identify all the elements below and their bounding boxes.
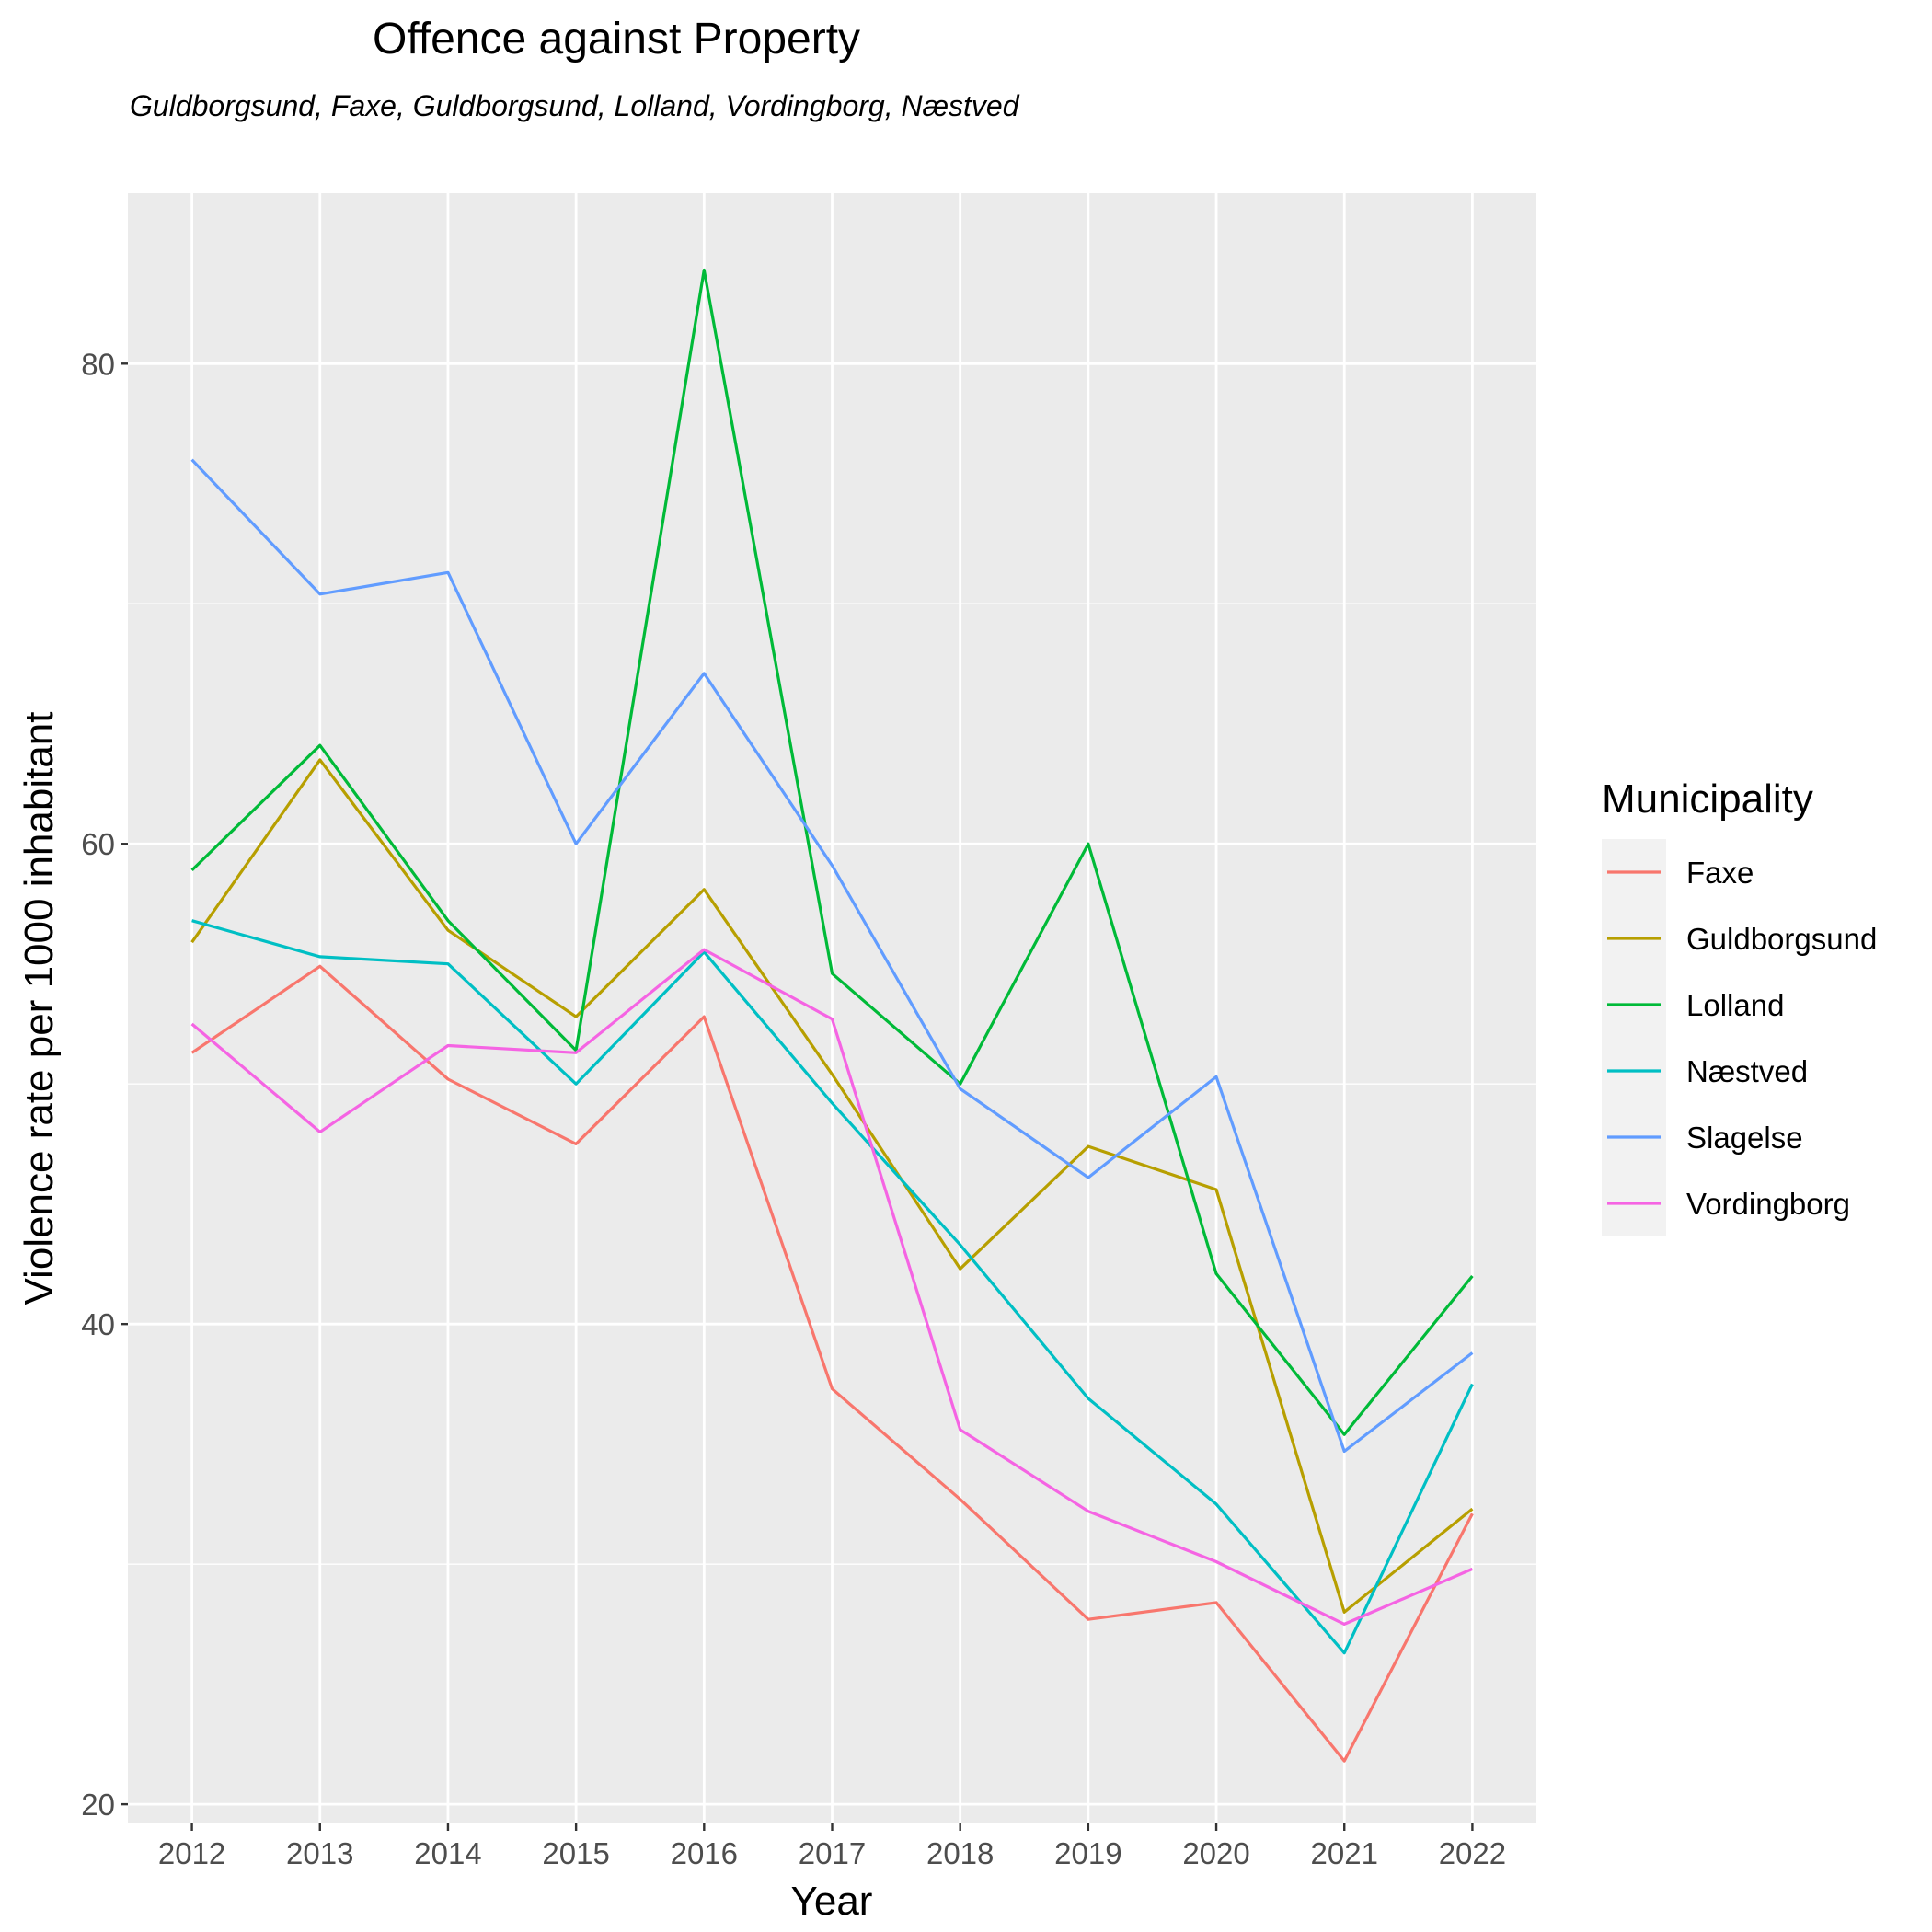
y-tick-label: 40 [81, 1307, 115, 1341]
x-tick-label: 2014 [414, 1836, 481, 1870]
x-tick-label: 2018 [926, 1836, 994, 1870]
legend-label-guldborgsund: Guldborgsund [1686, 922, 1877, 956]
legend-label-faxe: Faxe [1686, 856, 1754, 890]
legend-label-vordingborg: Vordingborg [1686, 1187, 1850, 1221]
series-line-n-stved [191, 919, 1474, 1655]
y-axis-title: Violence rate per 1000 inhabitant [17, 711, 62, 1305]
series-line-lolland [190, 268, 1474, 1436]
x-tick-label: 2013 [286, 1836, 353, 1870]
x-tick-label: 2019 [1054, 1836, 1121, 1870]
x-axis: 2012 2013 2014 2015 2016 2017 2018 2019 2020 2021… [158, 1823, 1506, 1870]
major-grid [128, 193, 1536, 1823]
series-line-vordingborg [190, 948, 1474, 1627]
x-tick-label: 2021 [1311, 1836, 1378, 1870]
x-tick-label: 2022 [1439, 1836, 1506, 1870]
series-line-slagelse [190, 458, 1474, 1454]
chart-title: Offence against Property [373, 15, 860, 63]
series-line-faxe [190, 964, 1474, 1763]
x-tick-label: 2015 [542, 1836, 609, 1870]
x-axis-title: Year [791, 1879, 873, 1924]
legend-title: Municipality [1602, 776, 1813, 822]
series-lines [190, 268, 1474, 1763]
legend-label-lolland: Lolland [1686, 988, 1784, 1022]
legend-items: Faxe Guldborgsund Lolland Næstved Slagelse Vo… [1607, 856, 1877, 1221]
legend: Municipality Faxe Guldborgsund Lolland Næst… [1602, 776, 1877, 1236]
x-tick-label: 2012 [158, 1836, 225, 1870]
legend-key-panel [1602, 839, 1666, 1236]
x-tick-label: 2020 [1182, 1836, 1249, 1870]
series-line-guldborgsund [190, 758, 1474, 1614]
legend-label-slagelse: Slagelse [1686, 1121, 1803, 1155]
x-tick-label: 2017 [799, 1836, 866, 1870]
y-tick-label: 20 [81, 1788, 115, 1822]
x-tick-label: 2016 [671, 1836, 738, 1870]
y-axis: 20 40 60 80 [81, 347, 128, 1822]
legend-label-n-stved: Næstved [1686, 1054, 1808, 1088]
chart-subtitle: Guldborgsund, Faxe, Guldborgsund, Lollan… [130, 89, 1020, 122]
y-tick-label: 60 [81, 827, 115, 861]
y-tick-label: 80 [81, 347, 115, 381]
